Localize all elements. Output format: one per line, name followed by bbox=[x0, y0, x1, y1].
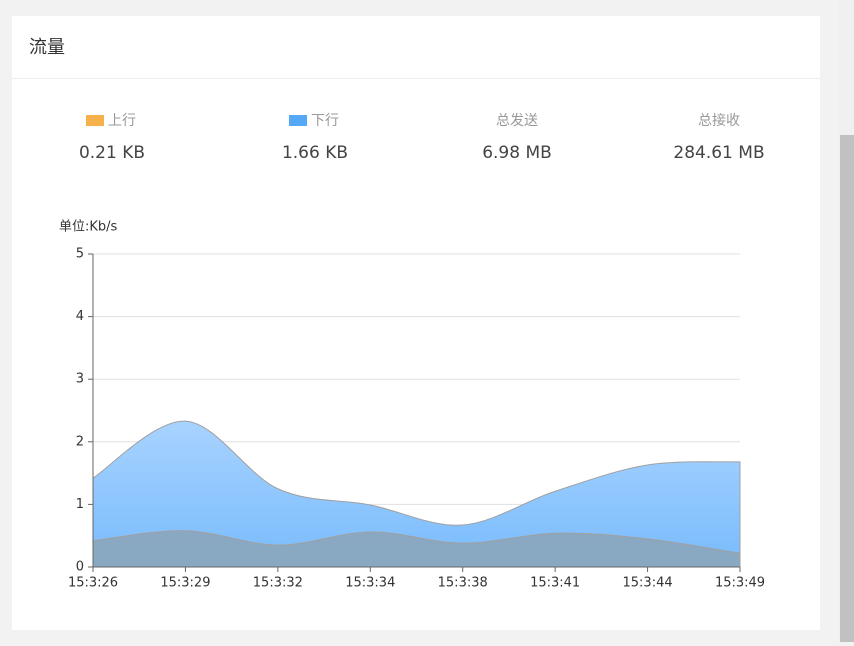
x-tick-label: 15:3:49 bbox=[715, 576, 765, 591]
stat-value: 6.98 MB bbox=[482, 143, 552, 163]
x-tick-label: 15:3:44 bbox=[623, 576, 673, 591]
legend-swatch bbox=[289, 115, 307, 126]
y-tick-label: 4 bbox=[76, 309, 84, 324]
area bbox=[92, 530, 741, 568]
y-tick-label: 2 bbox=[76, 434, 84, 449]
legend-label: 上行 bbox=[108, 113, 136, 129]
stat-label: 总发送 bbox=[496, 113, 538, 129]
x-tick-label: 15:3:38 bbox=[438, 576, 488, 591]
content: 上行 0.21 KB 下行 1.66 KB 总发送 6.98 MB 总接收 284.61 MB… bbox=[59, 112, 765, 591]
x-tick-label: 15:3:26 bbox=[68, 576, 118, 591]
scrollbar-thumb[interactable] bbox=[840, 135, 854, 642]
stat-value: 284.61 MB bbox=[673, 143, 764, 163]
x-tick-label: 15:3:41 bbox=[530, 576, 580, 591]
area bbox=[92, 420, 741, 568]
panel-title: 流量 bbox=[29, 37, 65, 58]
y-tick-label: 1 bbox=[76, 497, 84, 512]
y-axis-label: 单位:Kb/s bbox=[59, 220, 118, 235]
stat-label: 总接收 bbox=[698, 112, 740, 129]
legend-label: 下行 bbox=[311, 113, 339, 129]
stat-value: 0.21 KB bbox=[79, 143, 145, 163]
x-tick-label: 15:3:29 bbox=[160, 576, 210, 591]
y-tick-label: 3 bbox=[76, 372, 84, 387]
x-tick-label: 15:3:34 bbox=[345, 576, 395, 591]
legend-swatch bbox=[86, 115, 104, 126]
y-tick-label: 5 bbox=[76, 247, 84, 262]
stat-value: 1.66 KB bbox=[282, 143, 348, 163]
x-tick-label: 15:3:32 bbox=[253, 576, 303, 591]
y-tick-label: 0 bbox=[76, 560, 84, 575]
